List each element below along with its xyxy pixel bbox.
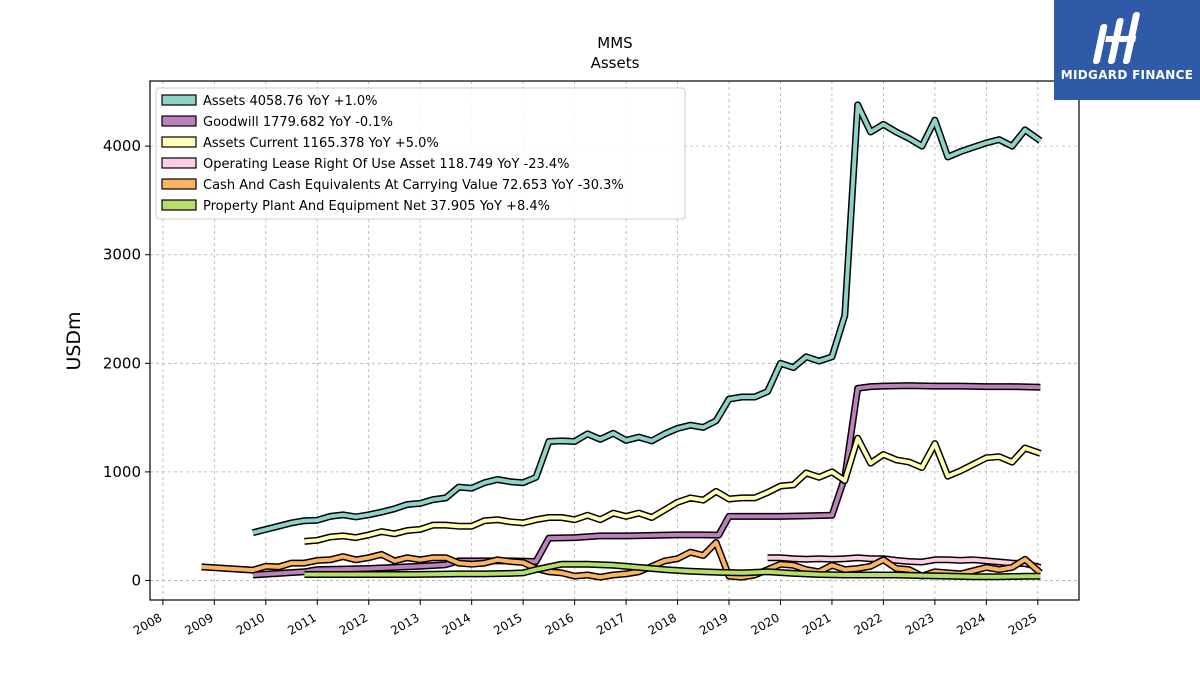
y-tick-label: 4000 <box>103 137 141 155</box>
x-tick-label: 2025 <box>1006 610 1039 637</box>
legend-swatch <box>161 199 197 211</box>
legend-swatch <box>161 115 197 127</box>
legend-entry: Operating Lease Right Of Use Asset 118.7… <box>203 157 570 172</box>
legend-box <box>155 87 686 220</box>
series-outline-goodwill <box>252 382 1041 579</box>
x-tick-label: 2022 <box>851 610 884 637</box>
series-line-assets-current <box>304 436 1042 544</box>
x-tick-label: 2014 <box>440 610 473 637</box>
legend: Assets 4058.76 YoY +1.0% Goodwill 1779.68… <box>155 87 686 220</box>
series-line-goodwill <box>252 383 1041 577</box>
legend-swatch <box>161 136 197 148</box>
x-tick-label: 2009 <box>182 610 215 637</box>
x-tick-label: 2012 <box>337 610 370 637</box>
x-tick-label: 2018 <box>646 610 679 637</box>
y-tick-label: 2000 <box>103 354 141 372</box>
logo-text: MIDGARD FINANCE <box>1060 68 1194 82</box>
x-tick-label: 2016 <box>543 610 576 637</box>
x-tick-label: 2008 <box>131 610 164 637</box>
series-layer <box>201 101 1043 581</box>
legend-entry: Goodwill 1779.682 YoY -0.1% <box>203 115 393 130</box>
x-tick-label: 2011 <box>285 610 318 637</box>
x-tick-label: 2019 <box>697 610 730 637</box>
series-line-assets <box>252 102 1042 535</box>
brand-logo: MIDGARD FINANCE <box>1054 0 1200 100</box>
y-tick-label: 0 <box>131 571 141 589</box>
legend-swatch <box>161 94 197 106</box>
series-line-cash-and-cash-equivalents-at-carrying-value <box>201 540 1042 580</box>
x-tick-label: 2010 <box>234 610 267 637</box>
legend-swatch <box>161 178 197 190</box>
chart-title: MMS <box>597 34 632 52</box>
chart-subtitle: Assets <box>591 54 640 72</box>
y-tick-label: 3000 <box>103 246 141 264</box>
legend-entry: Assets 4058.76 YoY +1.0% <box>203 94 378 109</box>
x-tick-label: 2024 <box>954 610 987 637</box>
x-axis: 2008 2009 2010 2011 2012 2013 2014 2015 2016 2017… <box>131 600 1039 638</box>
x-tick-label: 2021 <box>800 610 833 637</box>
x-tick-label: 2023 <box>903 610 936 637</box>
legend-entry: Assets Current 1165.378 YoY +5.0% <box>203 136 439 151</box>
x-tick-label: 2015 <box>491 610 524 637</box>
series-line-property-plant-and-equipment-net <box>304 562 1041 579</box>
plot-frame <box>149 80 1080 601</box>
y-axis-label: USDm <box>63 311 85 370</box>
x-tick-label: 2017 <box>594 610 627 637</box>
x-tick-label: 2013 <box>388 610 421 637</box>
legend-swatch <box>161 157 197 169</box>
x-tick-label: 2020 <box>749 610 782 637</box>
y-tick-label: 1000 <box>103 463 141 481</box>
legend-entry: Property Plant And Equipment Net 37.905 … <box>203 199 550 214</box>
series-line-operating-lease-right-of-use-asset <box>767 555 1041 570</box>
logo-mark-icon <box>1092 12 1140 64</box>
y-axis: 0 1000 2000 3000 4000 <box>103 137 150 589</box>
legend-entry: Cash And Cash Equivalents At Carrying Va… <box>203 178 624 193</box>
